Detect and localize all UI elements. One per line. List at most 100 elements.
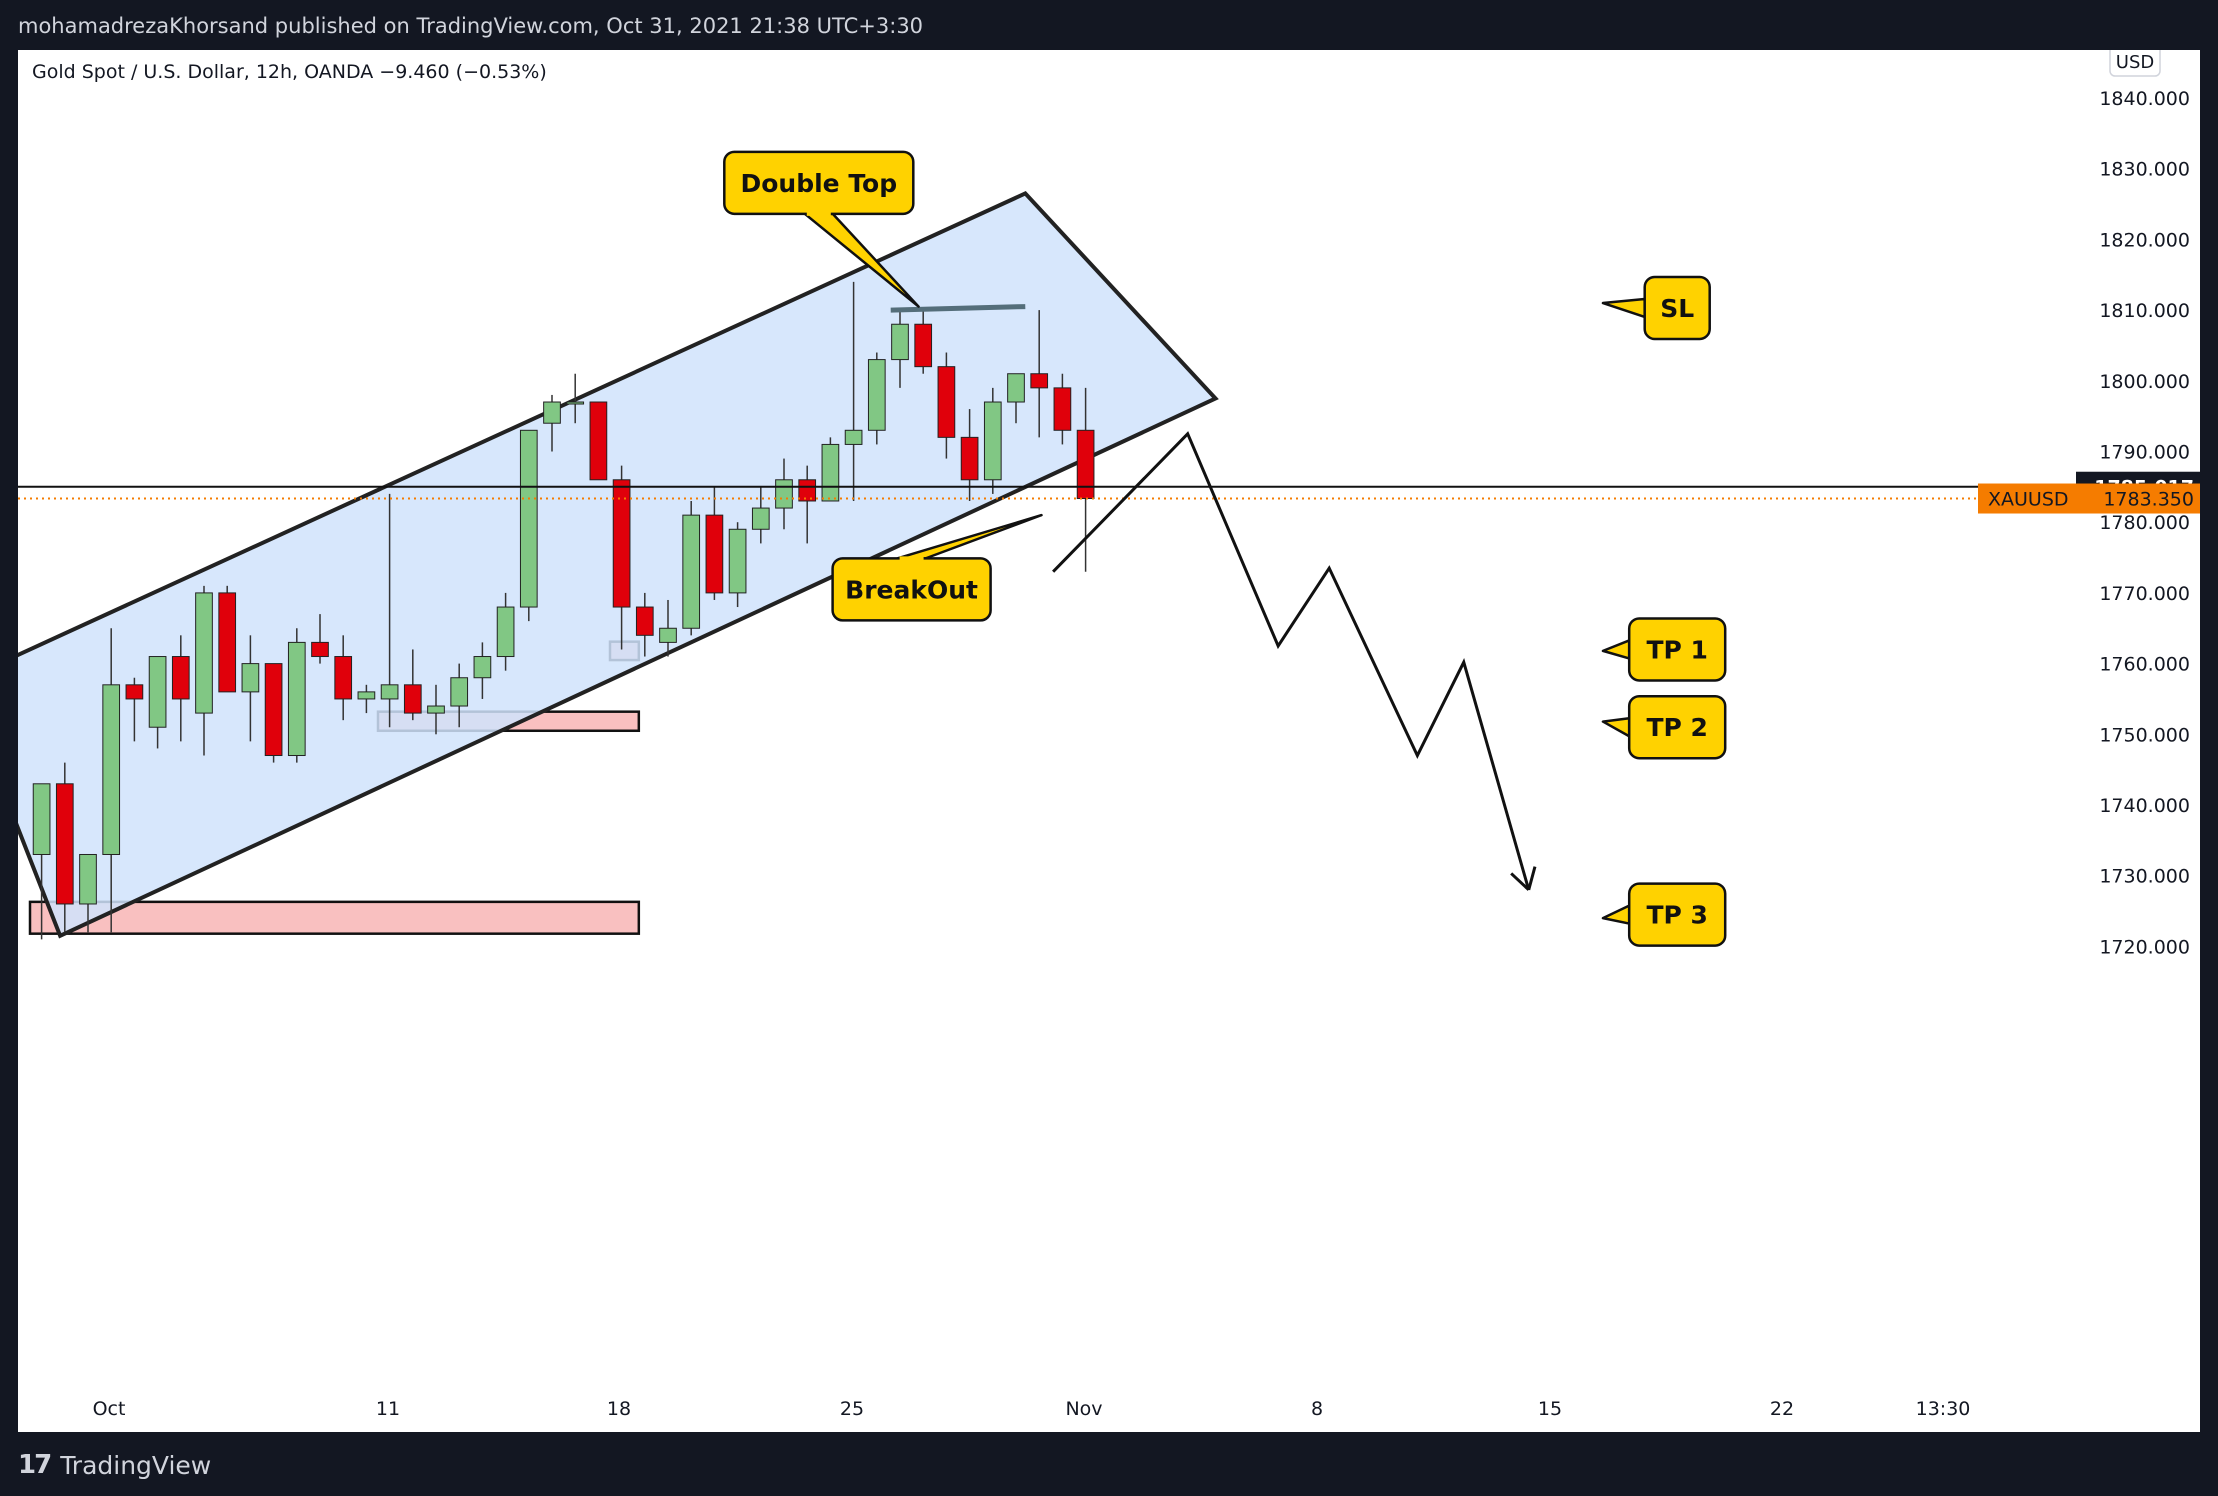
tradingview-brand[interactable]: 17 TradingView — [18, 1450, 211, 1480]
candle — [32, 783, 51, 855]
candle — [450, 677, 469, 707]
tradingview-logo-icon: 17 — [18, 1450, 52, 1480]
candle — [311, 641, 329, 658]
candle — [1076, 429, 1095, 500]
x-tick-label: 25 — [840, 1398, 864, 1420]
callout-label: BreakOut — [845, 575, 978, 604]
projection-arrowhead — [1510, 872, 1530, 891]
callout-join — [1631, 638, 1634, 661]
callout-box — [1627, 617, 1727, 682]
candle — [102, 684, 121, 855]
candle — [891, 323, 909, 361]
y-tick-label: 1760.000 — [2099, 654, 2190, 676]
chart-area[interactable]: Double Top BreakOut SL TP 1 TP 2 TP 3 1720.00… — [0, 41, 2200, 1432]
y-tick-label: 1820.000 — [2099, 229, 2190, 251]
candle — [1030, 373, 1049, 389]
candle — [960, 436, 979, 481]
price-axis — [2080, 50, 2200, 1432]
candle — [241, 663, 260, 693]
candle — [914, 323, 933, 368]
callout-pointer — [1601, 639, 1631, 660]
candle — [937, 366, 956, 438]
candle — [844, 429, 863, 445]
candle — [334, 656, 353, 700]
candle — [775, 479, 793, 509]
callout-join — [1646, 296, 1649, 319]
candle — [983, 401, 1002, 481]
axis-layer: 1720.000 1730.000 1740.000 1750.000 1760.000… — [18, 50, 2200, 1432]
candle — [148, 656, 167, 728]
callout-box — [1627, 694, 1727, 760]
time-axis — [18, 1382, 2200, 1432]
callout-label: TP 3 — [1646, 901, 1707, 930]
candle — [589, 401, 608, 481]
callout-pointer — [1601, 297, 1646, 319]
x-tick-label: Nov — [1065, 1398, 1102, 1420]
callout-box — [1643, 275, 1711, 341]
y-tick-label: 1750.000 — [2099, 724, 2190, 746]
candle — [705, 514, 724, 594]
candle — [171, 656, 190, 700]
x-tick-label: 22 — [1770, 1398, 1794, 1420]
candle — [264, 663, 283, 757]
candle — [519, 429, 538, 608]
y-tick-label: 1840.000 — [2099, 88, 2190, 110]
candle — [751, 507, 770, 530]
candle — [1053, 387, 1072, 431]
candle — [728, 528, 747, 594]
y-tick-label: 1830.000 — [2099, 159, 2190, 181]
current-price-symbol: XAUUSD — [1988, 489, 2069, 511]
callout-join — [1631, 903, 1634, 926]
double-top-line — [890, 304, 1026, 313]
candle — [635, 606, 654, 636]
lines-layer — [18, 304, 2080, 891]
callout-label: TP 1 — [1646, 635, 1707, 664]
callout-join — [806, 211, 831, 216]
callout-pointer — [1601, 904, 1631, 925]
candle — [798, 479, 817, 502]
y-tick-label: 1790.000 — [2099, 442, 2190, 464]
footer: 17 TradingView — [0, 1432, 2218, 1496]
candle — [125, 684, 144, 700]
x-tick-label: Oct — [93, 1398, 126, 1420]
y-tick-label: 1780.000 — [2099, 512, 2190, 534]
x-tick-label: 15 — [1538, 1398, 1562, 1420]
candle — [867, 359, 886, 431]
candle — [543, 401, 561, 424]
candle — [612, 479, 631, 608]
x-tick-label: 11 — [376, 1398, 400, 1420]
projection-path — [1052, 431, 1531, 891]
y-tick-label: 1740.000 — [2099, 795, 2190, 817]
current-price-tag — [1978, 483, 2200, 514]
candle — [496, 606, 515, 658]
y-tick-label: 1720.000 — [2099, 936, 2190, 958]
candlestick-chart[interactable]: Double Top BreakOut SL TP 1 TP 2 TP 3 1720.00… — [0, 41, 2200, 1432]
callout-label: SL — [1660, 294, 1694, 323]
currency-button-label: USD — [2116, 52, 2154, 73]
candle — [218, 592, 237, 693]
callout-label: TP 2 — [1646, 713, 1707, 742]
x-tick-label: 13:30 — [1916, 1398, 1971, 1420]
candle — [287, 641, 306, 757]
candle — [380, 684, 399, 700]
y-tick-label: 1730.000 — [2099, 866, 2190, 888]
candle — [195, 592, 213, 714]
candle — [55, 783, 74, 905]
candle — [473, 656, 492, 679]
currency-button[interactable]: USD — [2109, 41, 2161, 77]
tradingview-brand-label: TradingView — [60, 1450, 212, 1480]
y-tick-label: 1810.000 — [2099, 300, 2190, 322]
candle — [566, 401, 585, 405]
candle — [659, 627, 677, 643]
callouts-layer: Double Top BreakOut SL TP 1 TP 2 TP 3 — [723, 150, 1727, 947]
candle — [357, 691, 376, 700]
y-tick-label: 1800.000 — [2099, 371, 2190, 393]
current-price-label: 1783.350 — [2103, 489, 2194, 511]
callout-pointer — [1601, 716, 1631, 738]
candle — [427, 705, 445, 714]
y-tick-label: 1770.000 — [2099, 583, 2190, 605]
candle — [682, 514, 701, 629]
candle — [1007, 373, 1025, 403]
x-tick-label: 18 — [607, 1398, 631, 1420]
projection-arrowhead — [1527, 866, 1537, 891]
